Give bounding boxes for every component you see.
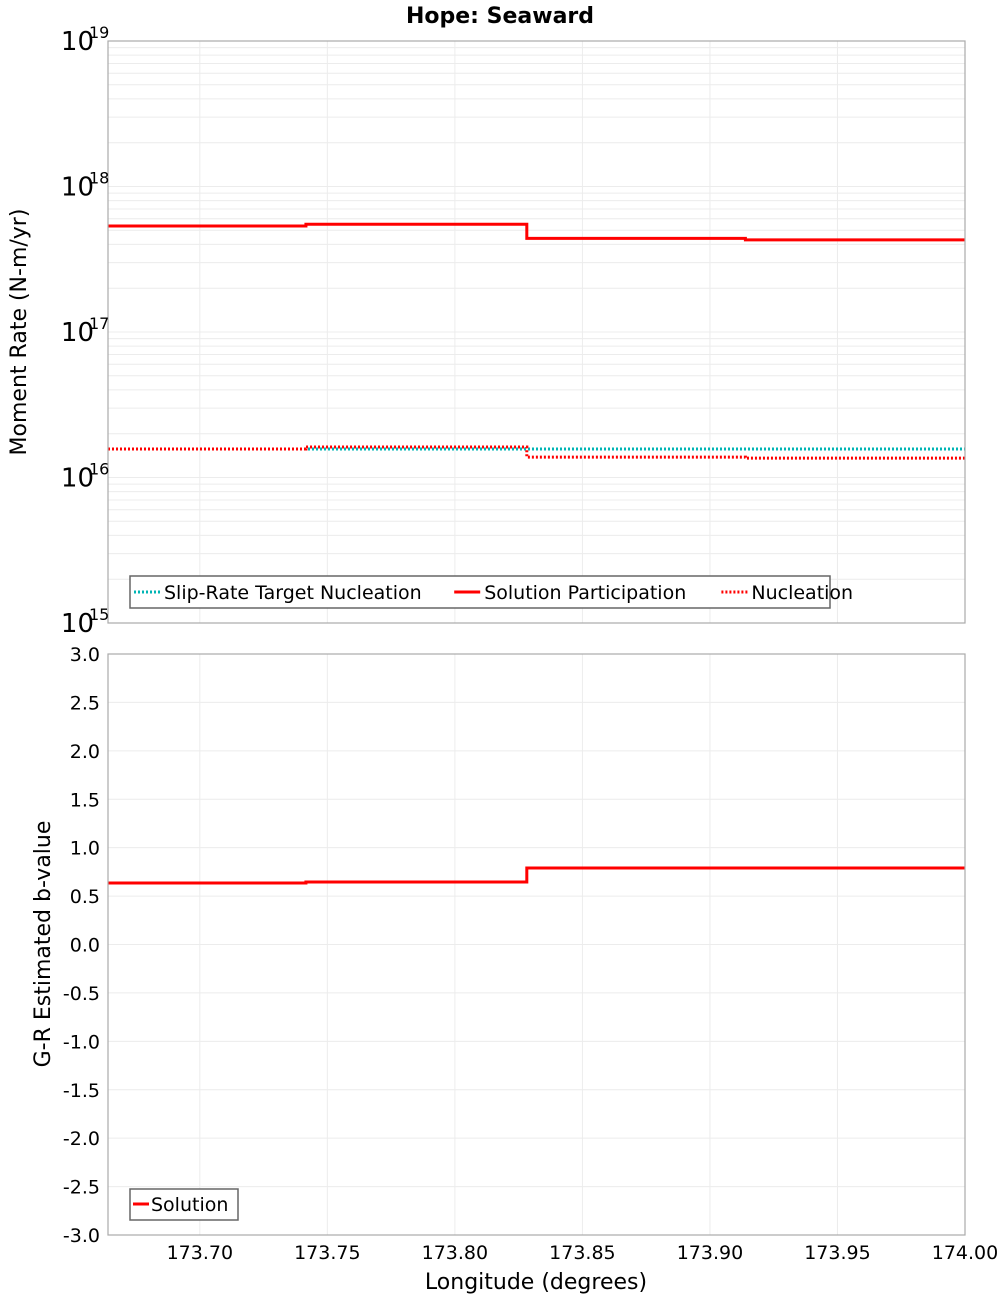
y-tick-label: 1.5 — [70, 789, 100, 811]
y-tick-label: 1017 — [61, 314, 109, 348]
legend: Solution — [130, 1189, 238, 1220]
legend-item: Slip-Rate Target Nucleation — [134, 582, 422, 604]
y-tick-label: -1.5 — [63, 1080, 100, 1102]
svg-text:Slip-Rate Target Nucleation: Slip-Rate Target Nucleation — [164, 582, 422, 604]
y-tick-label: 1019 — [61, 23, 109, 57]
y-tick-label: -2.5 — [63, 1177, 100, 1199]
x-tick-labels: 173.70 173.75 173.80 173.85 173.90 173.95 174.… — [167, 1242, 999, 1264]
svg-text:Nucleation: Nucleation — [751, 582, 853, 604]
b-value-plot: 3.0 2.5 2.0 1.5 1.0 0.5 0.0 -0.5 -1.0 -1.5 -2.0 -2.… — [31, 644, 998, 1295]
y-tick-label: 0.0 — [70, 935, 100, 957]
y-axis-label: G-R Estimated b-value — [31, 821, 56, 1068]
svg-text:16: 16 — [89, 460, 109, 479]
y-axis-label: Moment Rate (N-m/yr) — [7, 209, 32, 456]
legend: Slip-Rate Target Nucleation Solution Part… — [130, 576, 853, 608]
x-tick-label: 173.70 — [167, 1242, 233, 1264]
svg-text:15: 15 — [89, 605, 109, 624]
x-tick-label: 174.00 — [932, 1242, 998, 1264]
svg-text:Solution Participation: Solution Participation — [484, 582, 686, 604]
x-tick-label: 173.80 — [422, 1242, 488, 1264]
y-tick-label: -1.0 — [63, 1031, 100, 1053]
y-tick-label: 2.0 — [70, 741, 100, 763]
y-tick-label: 0.5 — [70, 886, 100, 908]
y-tick-labels: 3.0 2.5 2.0 1.5 1.0 0.5 0.0 -0.5 -1.0 -1.5 -2.0 -2.… — [63, 644, 100, 1247]
y-tick-label: 1.0 — [70, 838, 100, 860]
y-tick-labels: 1015 1016 1017 1018 1019 — [61, 23, 109, 639]
svg-text:Solution: Solution — [151, 1194, 228, 1216]
x-tick-label: 173.90 — [677, 1242, 743, 1264]
moment-rate-plot: 1015 1016 1017 1018 1019 Moment Rate (N-m/yr… — [7, 23, 965, 639]
y-tick-label: 1018 — [61, 169, 109, 203]
legend-item: Solution Participation — [454, 582, 686, 604]
svg-text:17: 17 — [89, 314, 109, 333]
svg-text:18: 18 — [89, 169, 109, 188]
y-tick-label: 3.0 — [70, 644, 100, 666]
y-tick-label: 1016 — [61, 460, 109, 494]
x-tick-label: 173.85 — [549, 1242, 615, 1264]
x-tick-label: 173.75 — [294, 1242, 360, 1264]
chart-title: Hope: Seaward — [406, 4, 594, 29]
y-tick-label: -0.5 — [63, 983, 100, 1005]
svg-text:19: 19 — [89, 23, 109, 42]
x-tick-label: 173.95 — [804, 1242, 870, 1264]
y-tick-label: 2.5 — [70, 692, 100, 714]
y-tick-label: 1015 — [61, 605, 109, 639]
y-tick-label: -2.0 — [63, 1128, 100, 1150]
x-axis-label: Longitude (degrees) — [425, 1270, 647, 1295]
y-tick-label: -3.0 — [63, 1225, 100, 1247]
chart-figure: Hope: Seaward 1015 1016 1017 1018 1019 Momen… — [0, 0, 1000, 1300]
